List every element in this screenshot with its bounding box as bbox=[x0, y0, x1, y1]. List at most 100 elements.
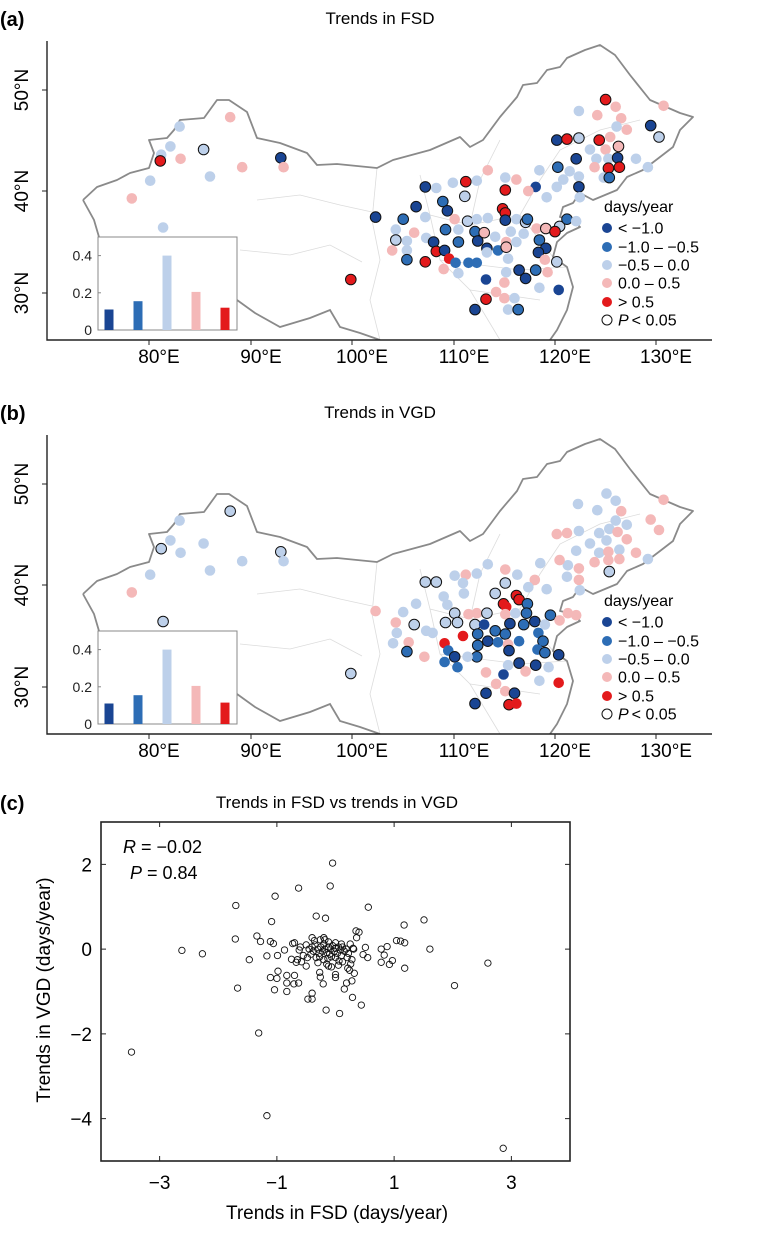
panel-c-scatter: (c) Trends in FSD vs trends in VGD Trend… bbox=[0, 793, 571, 1224]
scatter-point bbox=[266, 973, 275, 982]
station-marker bbox=[453, 224, 464, 235]
station-marker bbox=[615, 113, 627, 124]
station-marker bbox=[573, 171, 585, 182]
scatter-point bbox=[294, 979, 303, 987]
inset-tick-label: 0.4 bbox=[73, 248, 93, 264]
station-marker bbox=[471, 257, 483, 269]
legend-significance-label: P < 0.05 bbox=[618, 313, 677, 330]
scatter-point bbox=[340, 985, 348, 993]
station-marker bbox=[513, 635, 525, 647]
station-marker bbox=[570, 215, 582, 227]
station-marker bbox=[449, 213, 461, 225]
station-marker bbox=[518, 228, 529, 239]
station-marker bbox=[461, 215, 474, 227]
station-marker bbox=[551, 134, 563, 146]
legend-label: < −1.0 bbox=[618, 221, 663, 238]
legend: days/year < −1.0 −1.0 – −0.5−0.5 – 0.00.0 … bbox=[601, 199, 699, 330]
scatter-point bbox=[392, 936, 401, 945]
station-marker bbox=[513, 657, 525, 669]
lon-tick-label: 90°E bbox=[240, 347, 281, 368]
station-marker bbox=[278, 161, 289, 173]
lat-tick-label: 30°N bbox=[12, 272, 33, 314]
scatter-point bbox=[324, 962, 333, 970]
chart-title: Trends in FSD vs trends in VGD bbox=[216, 793, 458, 812]
station-marker bbox=[511, 213, 522, 225]
y-axis-label: Trends in VGD (days/year) bbox=[34, 877, 55, 1102]
station-marker bbox=[481, 607, 493, 619]
station-marker bbox=[278, 555, 289, 567]
station-marker bbox=[554, 554, 565, 566]
station-marker bbox=[517, 618, 530, 631]
station-marker bbox=[529, 659, 542, 672]
station-marker bbox=[460, 569, 472, 580]
station-marker bbox=[224, 111, 236, 123]
station-marker bbox=[551, 528, 563, 540]
station-marker bbox=[543, 661, 554, 673]
scatter-point bbox=[383, 942, 391, 951]
station-marker bbox=[551, 181, 563, 193]
station-marker bbox=[502, 253, 514, 264]
station-marker bbox=[236, 555, 248, 567]
station-marker bbox=[612, 140, 625, 153]
station-marker bbox=[482, 165, 494, 176]
scatter-point bbox=[344, 949, 353, 958]
scatter-point bbox=[127, 1048, 136, 1056]
legend-swatch bbox=[602, 691, 612, 701]
scatter-point bbox=[348, 977, 356, 985]
legend-label: −1.0 – −0.5 bbox=[618, 240, 699, 257]
station-marker bbox=[592, 504, 603, 516]
station-marker bbox=[584, 538, 596, 549]
legend-significance-label: P < 0.05 bbox=[618, 707, 677, 724]
station-marker bbox=[615, 505, 627, 517]
station-marker bbox=[630, 547, 642, 559]
station-marker bbox=[500, 241, 513, 253]
scatter-point bbox=[320, 934, 328, 942]
province-border bbox=[239, 244, 363, 263]
scatter-point bbox=[314, 959, 322, 967]
station-marker bbox=[275, 546, 287, 558]
legend: days/year < −1.0 −1.0 – −0.5−0.5 – 0.00.0 … bbox=[601, 593, 699, 724]
station-marker bbox=[593, 527, 605, 539]
scatter-point bbox=[337, 940, 346, 948]
station-marker bbox=[439, 656, 450, 668]
station-marker bbox=[573, 105, 585, 117]
scatter-point bbox=[297, 958, 306, 966]
province-border bbox=[369, 167, 381, 340]
panel-a-fsd-map: (a) Trends in FSD 0 0.2 0.4 days/year < −1.0 −1… bbox=[0, 9, 712, 368]
station-marker bbox=[471, 568, 483, 579]
station-marker bbox=[523, 185, 534, 197]
y-tick-label: −4 bbox=[70, 1110, 92, 1131]
station-marker bbox=[427, 627, 438, 639]
scatter-point bbox=[269, 939, 278, 948]
scatter-point bbox=[322, 1006, 330, 1014]
station-marker bbox=[512, 569, 523, 580]
station-marker bbox=[439, 616, 452, 629]
station-marker bbox=[449, 570, 461, 581]
scatter-point bbox=[319, 980, 327, 988]
scatter-point bbox=[328, 859, 337, 867]
inset-bar bbox=[104, 703, 114, 724]
station-marker bbox=[561, 213, 573, 225]
lon-tick-label: 130°E bbox=[640, 347, 692, 368]
scatter-point bbox=[323, 960, 331, 968]
scatter-point bbox=[346, 940, 354, 948]
inset-bar bbox=[220, 702, 230, 724]
station-marker bbox=[612, 526, 623, 538]
station-marker bbox=[658, 100, 669, 112]
station-marker bbox=[500, 172, 511, 183]
station-marker bbox=[403, 637, 415, 648]
scatter-point bbox=[255, 1029, 263, 1037]
station-marker bbox=[644, 119, 657, 132]
station-marker bbox=[604, 523, 615, 535]
station-marker bbox=[224, 505, 236, 517]
scatter-point bbox=[312, 912, 320, 920]
station-marker bbox=[564, 166, 575, 177]
scatter-point bbox=[335, 957, 343, 965]
scatter-point bbox=[290, 939, 299, 947]
station-marker bbox=[419, 576, 432, 588]
inset-tick-label: 0.2 bbox=[73, 679, 93, 695]
station-marker bbox=[601, 535, 612, 546]
station-marker bbox=[386, 245, 398, 256]
panel-b-vgd-map: (b) Trends in VGD 0 0.2 0.4 days/year < −1.0 −1… bbox=[0, 403, 712, 762]
station-marker bbox=[504, 617, 516, 630]
